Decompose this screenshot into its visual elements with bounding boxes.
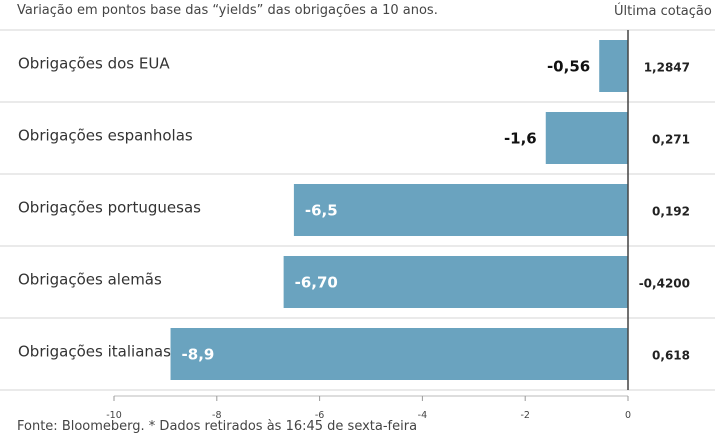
x-tick-label: -2 bbox=[520, 410, 529, 421]
data-label: -1,6 bbox=[504, 130, 537, 148]
bar bbox=[293, 184, 628, 236]
row-label: Obrigações alemãs bbox=[18, 271, 162, 289]
row-label: Obrigações dos EUA bbox=[18, 55, 170, 73]
x-tick-label: -8 bbox=[212, 410, 221, 421]
last-quote-value: 0,618 bbox=[652, 349, 690, 363]
bar bbox=[545, 112, 628, 164]
x-tick-label: -10 bbox=[106, 410, 122, 421]
data-label: -6,5 bbox=[305, 202, 338, 220]
data-label: -0,56 bbox=[547, 58, 590, 76]
chart-subtitle: Variação em pontos base das “yields” das… bbox=[17, 3, 438, 18]
row-label: Obrigações portuguesas bbox=[18, 199, 201, 217]
last-quote-value: 0,192 bbox=[652, 205, 690, 219]
x-tick-label: 0 bbox=[625, 410, 631, 421]
data-label: -8,9 bbox=[182, 346, 215, 364]
x-tick-label: -6 bbox=[315, 410, 324, 421]
x-tick-label: -4 bbox=[418, 410, 427, 421]
bar bbox=[170, 328, 629, 380]
bar bbox=[599, 40, 628, 92]
last-quote-value: 0,271 bbox=[652, 133, 690, 147]
row-label: Obrigações italianas bbox=[18, 343, 171, 361]
row-label: Obrigações espanholas bbox=[18, 127, 193, 145]
chart-footer: Fonte: Bloomeberg. * Dados retirados às … bbox=[17, 419, 418, 434]
bar bbox=[283, 256, 628, 308]
last-quote-header: Última cotação bbox=[614, 4, 712, 19]
data-label: -6,70 bbox=[295, 274, 338, 292]
last-quote-value: 1,2847 bbox=[644, 61, 690, 75]
last-quote-value: -0,4200 bbox=[639, 277, 690, 291]
